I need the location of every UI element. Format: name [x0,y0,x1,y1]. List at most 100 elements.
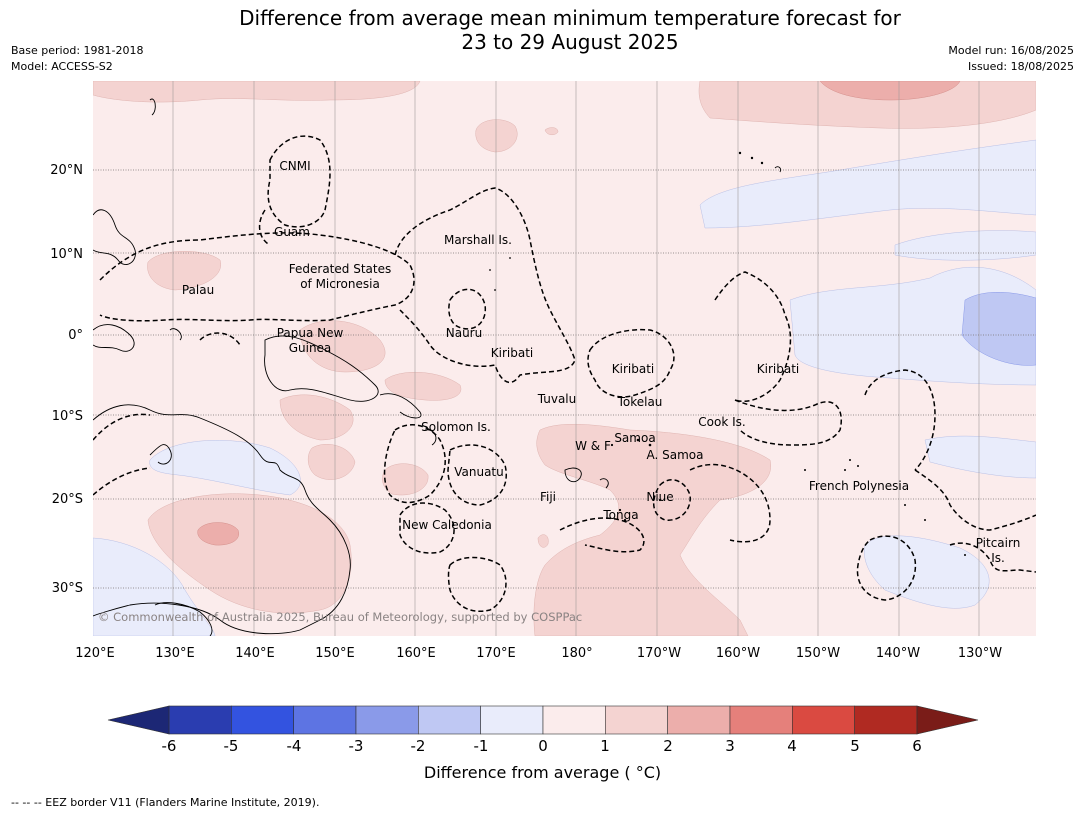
lat-tick: 20°N [50,163,83,178]
colorbar-tick: 3 [725,737,735,755]
colorbar-tick: 5 [850,737,860,755]
lon-tick: 170°E [476,646,516,661]
lon-tick: 150°E [315,646,355,661]
colorbar-tick: -6 [162,737,177,755]
label-samoa: Samoa [614,431,655,445]
cool-anomaly-region [149,440,301,496]
colorbar [107,705,979,735]
label-palau: Palau [182,283,214,297]
model-run: Model run: 16/08/2025 [948,44,1074,57]
label-kiribati-east: Kiribati [757,362,799,376]
lat-tick: 10°N [50,247,83,262]
lon-tick: 140°W [876,646,920,661]
label-fsm-1: Federated States [289,262,391,276]
colorbar-tick: -5 [224,737,239,755]
lon-tick: 160°W [716,646,760,661]
warm-anomaly-region [533,423,772,636]
label-png-1: Papua New [277,326,344,340]
colorbar-under-arrow [107,705,170,735]
meta-left: Base period: 1981-2018 Model: ACCESS-S2 [11,43,143,75]
label-new-caledonia: New Caledonia [402,518,492,532]
lat-tick: 10°S [52,409,83,424]
colorbar-tick: -1 [474,737,489,755]
longitude-tick-labels: 120°E 130°E 140°E 150°E 160°E 170°E 180°… [75,646,1002,661]
title-line-2: 23 to 29 August 2025 [461,30,679,54]
warm-anomaly-region [544,127,559,135]
colorbar-tick: 4 [787,737,797,755]
label-pitcairn-1: Pitcairn [976,536,1021,550]
colorbar-swatch [293,705,357,735]
colorbar-swatch [418,705,481,735]
latitude-tick-labels: 20°N 10°N 0° 10°S 20°S 30°S [50,163,83,596]
lon-tick: 130°W [958,646,1002,661]
colorbar-swatch [854,705,918,735]
label-french-polynesia: French Polynesia [809,479,909,493]
colorbar-tick: -3 [349,737,364,755]
label-fiji: Fiji [540,490,556,504]
eez-footnote: -- -- -- EEZ border V11 (Flanders Marine… [11,796,320,809]
lon-tick: 170°W [637,646,681,661]
meta-right: Model run: 16/08/2025 Issued: 18/08/2025 [948,43,1074,75]
lon-tick: 150°W [796,646,840,661]
warm-anomaly-region [382,463,429,496]
lon-tick: 160°E [396,646,436,661]
colorbar-swatch [355,705,419,735]
model-name: Model: ACCESS-S2 [11,60,113,73]
eez-borders [93,135,1036,612]
latitude-gridlines [93,169,1036,589]
label-niue: Niue [646,490,673,504]
lat-tick: 20°S [52,492,83,507]
label-kiribati-west: Kiribati [491,346,533,360]
islands [489,151,966,556]
issued-date: Issued: 18/08/2025 [967,60,1074,73]
label-tonga: Tonga [602,508,638,522]
label-png-2: Guinea [289,341,332,355]
title-line-1: Difference from average mean minimum tem… [239,6,901,30]
copyright-notice: © Commonwealth of Australia 2025, Bureau… [98,610,582,624]
colorbar-swatch [168,705,232,735]
label-guam: Guam [274,225,310,239]
colorbar-tick: 6 [912,737,922,755]
label-solomon-is: Solomon Is. [421,420,491,434]
label-fsm-2: of Micronesia [300,277,380,291]
colorbar-tick: 2 [663,737,673,755]
label-vanuatu: Vanuatu [454,465,504,479]
label-wallis-futuna: W & F [575,439,611,453]
cool-anomaly-region [699,139,1036,229]
label-cnmi: CNMI [279,159,310,173]
warm-anomaly-region [537,534,549,548]
warm-anomaly-region [93,81,421,103]
warm-anomaly-region [307,444,356,480]
cool-anomaly-region [864,535,990,609]
warm-anomaly-region [819,81,961,101]
colorbar-swatch [729,705,793,735]
warm-anomaly-region [197,522,240,546]
cool-anomaly-region [93,537,216,636]
warm-anomaly-region [698,81,1036,129]
label-pitcairn-2: Is. [991,551,1005,565]
forecast-map [93,81,1036,636]
colorbar-tick: 0 [538,737,548,755]
colorbar-tick: -2 [411,737,426,755]
cool-anomaly-region [924,435,1036,479]
colorbar-tick: -4 [287,737,302,755]
colorbar-tick: 1 [600,737,610,755]
label-tuvalu: Tuvalu [537,392,577,406]
label-cook-is: Cook Is. [698,415,745,429]
label-american-samoa: A. Samoa [647,448,704,462]
label-tokelau: Tokelau [617,395,663,409]
lat-tick: 30°S [52,581,83,596]
warm-anomaly-region [147,251,222,291]
colorbar-swatch [542,705,606,735]
lon-tick: 180° [561,646,592,661]
colorbar-swatch [792,705,855,735]
base-period: Base period: 1981-2018 [11,44,144,57]
colorbar-swatch [231,705,294,735]
lon-tick: 120°E [75,646,115,661]
colorbar-swatch [667,705,731,735]
map-title: Difference from average mean minimum tem… [0,6,1085,54]
colorbar-swatch [480,705,544,735]
label-kiribati-central: Kiribati [612,362,654,376]
lon-tick: 140°E [235,646,275,661]
